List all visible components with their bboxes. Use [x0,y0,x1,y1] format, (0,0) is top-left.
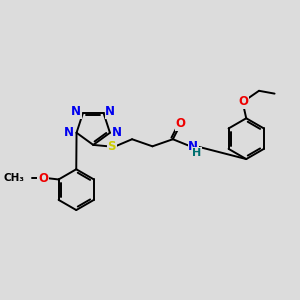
Text: N: N [71,106,81,118]
Text: O: O [176,117,186,130]
Text: N: N [112,126,122,139]
Text: O: O [38,172,48,184]
Text: N: N [105,106,115,118]
Text: CH₃: CH₃ [4,173,25,183]
Text: N: N [188,140,198,153]
Text: S: S [107,140,116,153]
Text: H: H [192,148,202,158]
Text: O: O [238,95,248,108]
Text: N: N [64,126,74,139]
